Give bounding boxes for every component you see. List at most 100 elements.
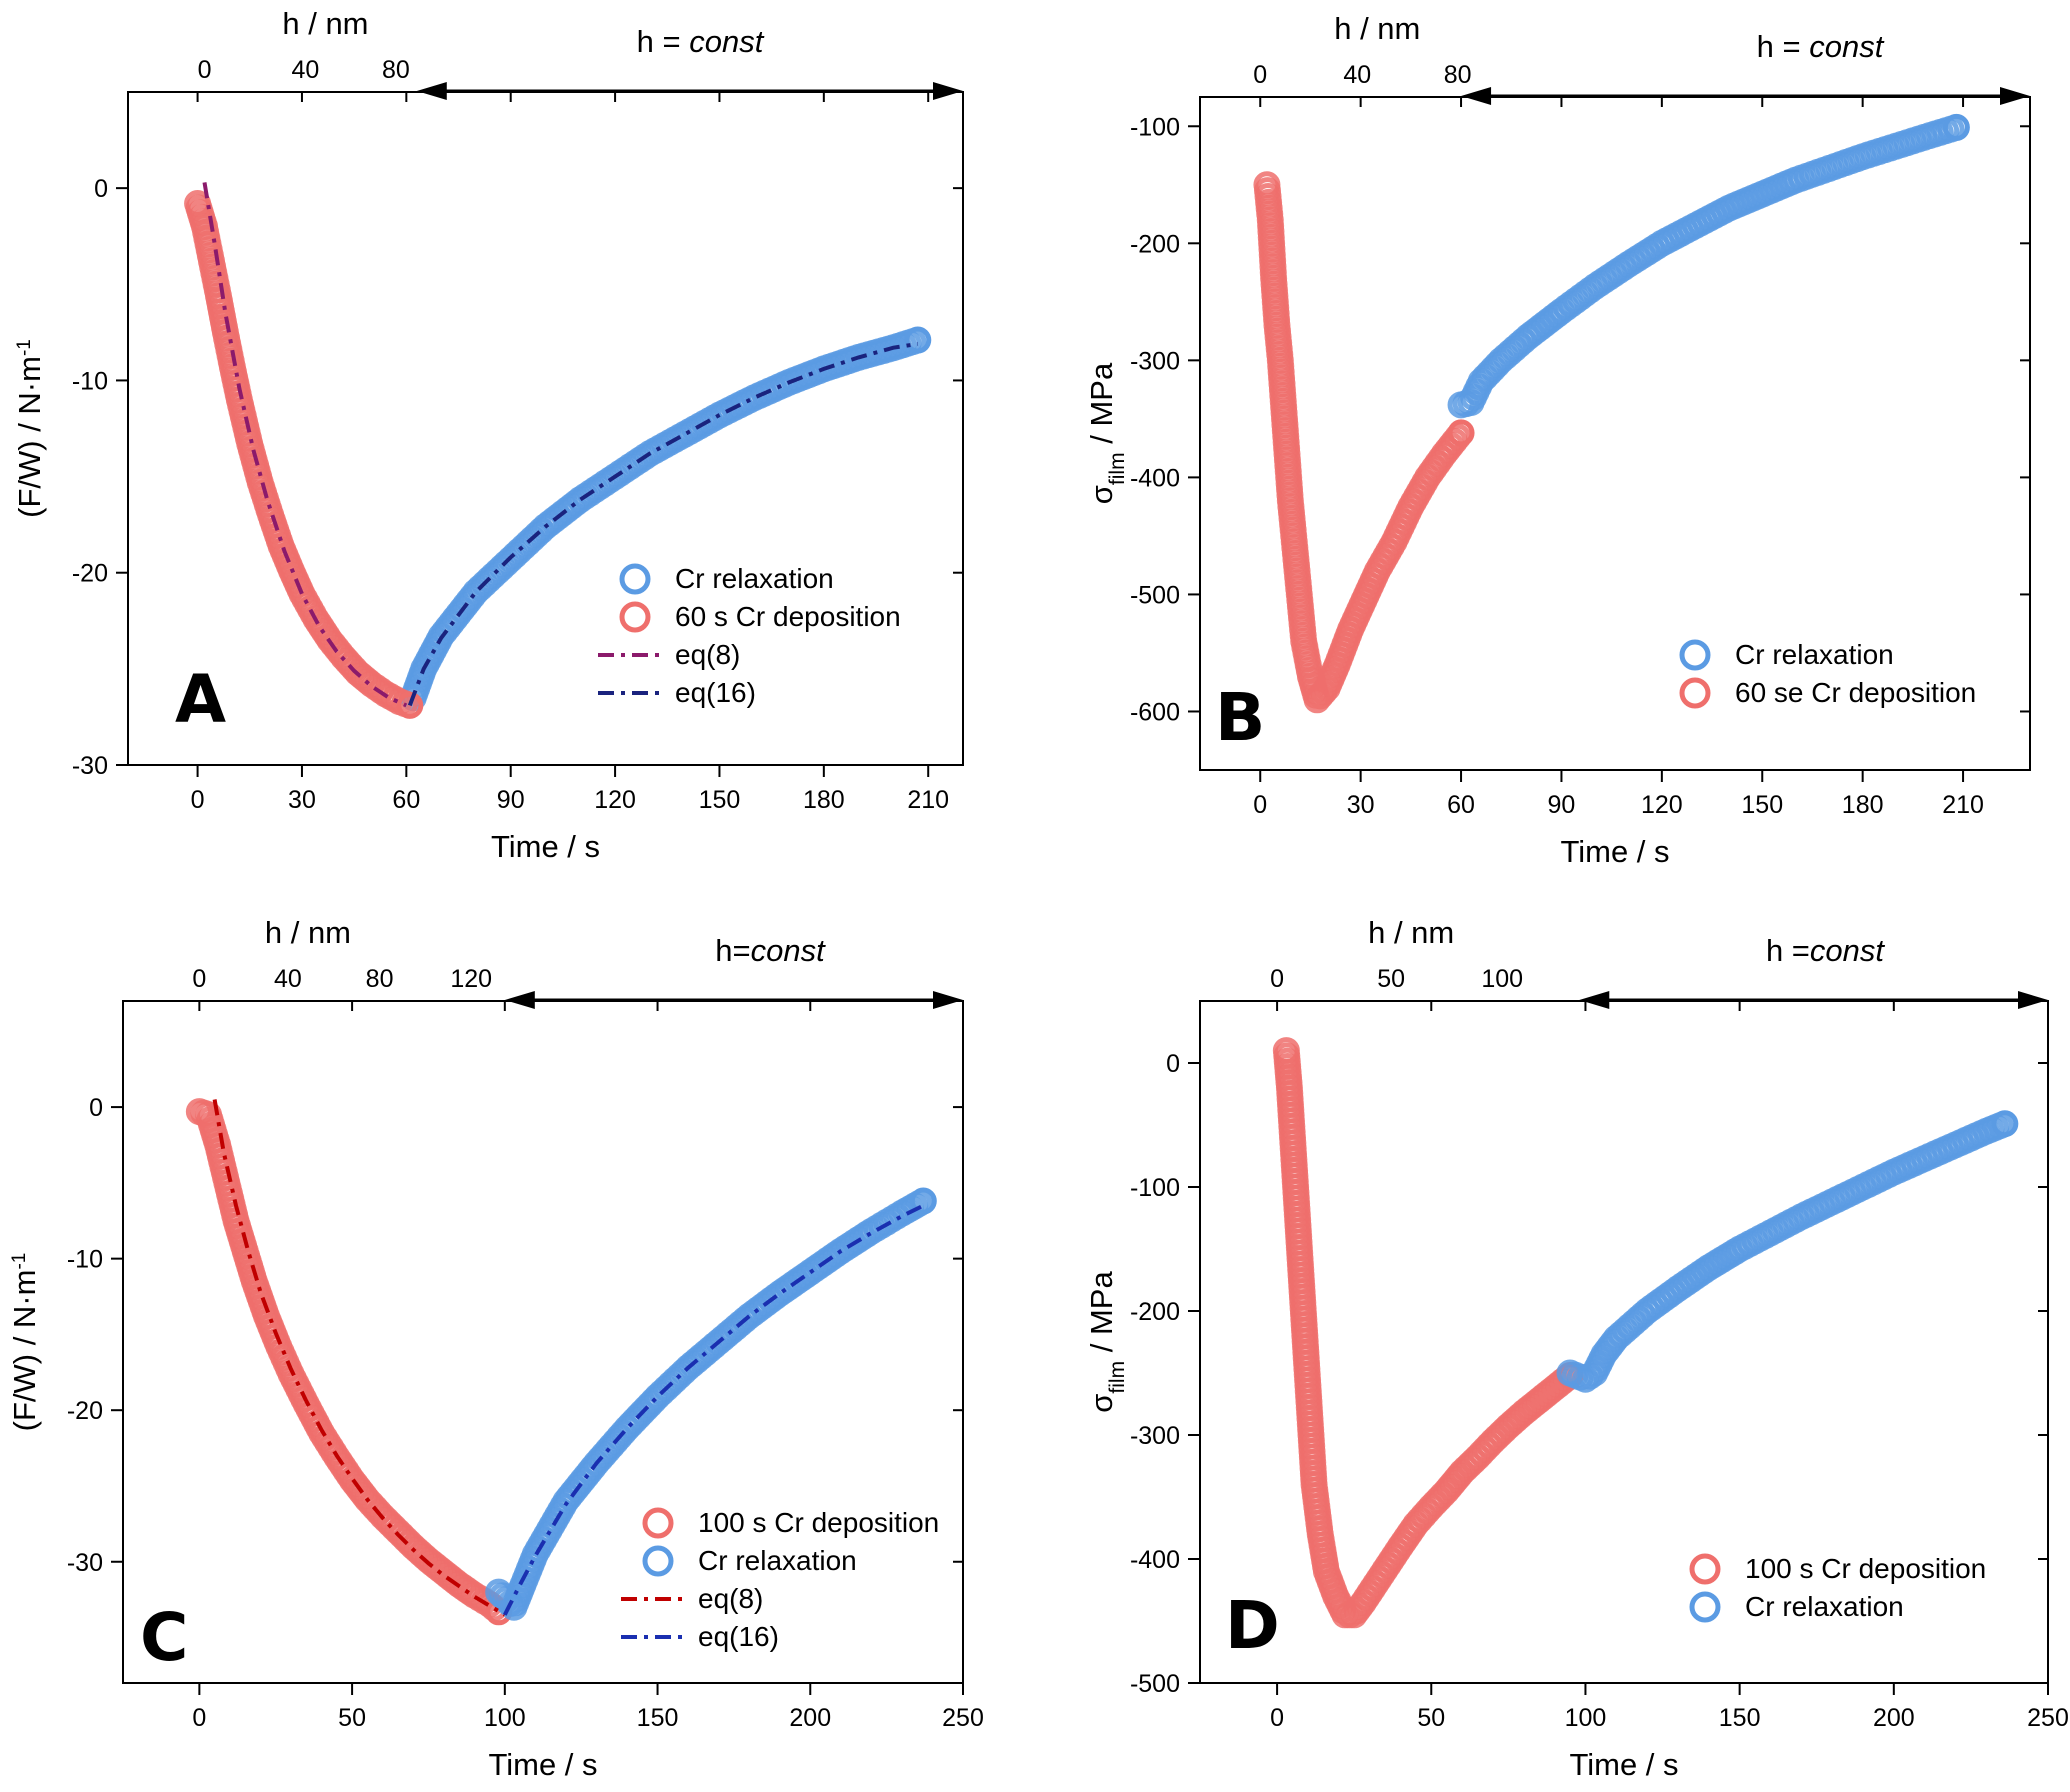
legend-label: Cr relaxation: [1745, 1591, 1904, 1622]
x-tick-label: 200: [789, 1704, 831, 1732]
x-tick-label: 0: [192, 1704, 206, 1732]
x-axis-title: Time / s: [1569, 1747, 1678, 1782]
x-tick-label: 180: [1842, 791, 1884, 819]
const-label-prefix: h =: [637, 24, 690, 59]
data-point: [904, 326, 932, 354]
legend-label: eq(8): [675, 639, 740, 670]
const-label-prefix: h =: [1766, 933, 1810, 968]
y-axis-title-main: (F/W) / N: [12, 392, 47, 518]
y-axis-title-unit: / MPa: [1084, 1271, 1119, 1361]
y-axis-title-unit: m: [12, 356, 47, 382]
legend-label: Cr relaxation: [1735, 639, 1894, 670]
fit-line: [503, 1203, 925, 1616]
y-tick-label: -600: [1130, 698, 1180, 726]
const-arrow-head-left: [416, 82, 447, 100]
y-tick-label: 0: [94, 175, 108, 203]
y-tick-label: -30: [67, 1549, 103, 1577]
top-axis-title: h / nm: [265, 915, 351, 950]
const-arrow-head-right: [2000, 87, 2030, 105]
const-arrow-head-right: [933, 82, 963, 100]
panel-label: B: [1215, 679, 1265, 756]
y-axis-title-sep: ·: [12, 382, 47, 392]
y-axis-title-sub: film: [1106, 452, 1129, 485]
x-tick-label: 120: [594, 786, 636, 814]
legend: Cr relaxation 60 se Cr deposition: [1679, 639, 1976, 709]
x-tick-label: 150: [699, 786, 741, 814]
top-tick-label: 0: [198, 56, 212, 84]
const-label: h = const: [1757, 29, 1885, 64]
const-label: h = const: [637, 24, 765, 59]
fit-line: [212, 1099, 506, 1617]
legend-label: 60 s Cr deposition: [675, 601, 901, 632]
panel-label: D: [1225, 1587, 1280, 1664]
y-axis-title: (F/W) / N·m-1: [12, 339, 47, 518]
data-point: [909, 1187, 937, 1215]
legend: 100 s Cr deposition Cr relaxation eq(8) eq(…: [621, 1507, 939, 1652]
data-point: [1991, 1110, 2019, 1138]
x-tick-label: 60: [1447, 791, 1475, 819]
chart-panel-b: 0 30 60 90 120 150 180 210 -100 -200 -300 -400 -500 -…: [1084, 11, 2031, 869]
const-label: h =const: [1766, 933, 1885, 968]
x-axis-title: Time / s: [488, 1747, 597, 1782]
y-tick-label: -10: [72, 367, 108, 395]
y-tick-label: -100: [1130, 113, 1180, 141]
data-point: [396, 691, 424, 719]
top-tick-label: 50: [1377, 965, 1405, 993]
x-tick-label: 210: [1942, 791, 1984, 819]
x-tick-label: 60: [392, 786, 420, 814]
y-axis-title-main: (F/W) / N: [7, 1306, 42, 1432]
legend-label: eq(16): [698, 1621, 779, 1652]
y-axis-title: σfilm / MPa: [1084, 1271, 1129, 1413]
y-tick-label: -500: [1130, 1670, 1180, 1698]
y-axis-title-symbol: σ: [1084, 485, 1119, 504]
panel-label: A: [175, 661, 226, 738]
y-tick-label: 0: [1166, 1050, 1180, 1078]
const-label-italic: const: [689, 24, 764, 59]
x-tick-label: 30: [288, 786, 316, 814]
x-tick-label: 210: [907, 786, 949, 814]
top-tick-label: 80: [382, 56, 410, 84]
x-tick-label: 100: [484, 1704, 526, 1732]
y-tick-label: -200: [1130, 230, 1180, 258]
y-axis-title-symbol: σ: [1084, 1394, 1119, 1413]
const-arrow-head-right: [933, 991, 963, 1009]
const-label-prefix: h=: [715, 933, 750, 968]
const-label-prefix: h =: [1757, 29, 1810, 64]
top-tick-label: 80: [366, 965, 394, 993]
x-tick-label: 100: [1565, 1704, 1607, 1732]
top-axis-title: h / nm: [1368, 915, 1454, 950]
top-tick-label: 100: [1481, 965, 1523, 993]
y-tick-label: -30: [72, 752, 108, 780]
x-tick-label: 150: [637, 1704, 679, 1732]
x-tick-label: 0: [1253, 791, 1267, 819]
const-label: h=const: [715, 933, 826, 968]
x-tick-label: 0: [191, 786, 205, 814]
chart-panel-d: 0 50 100 150 200 250 0 -100 -200 -300 -400 -500 Time…: [1084, 915, 2069, 1782]
legend-label: eq(8): [698, 1583, 763, 1614]
plot-frame: [122, 1000, 964, 1684]
y-axis-title-sep: ·: [7, 1295, 42, 1305]
const-label-italic: const: [1809, 29, 1884, 64]
x-tick-label: 150: [1719, 1704, 1761, 1732]
legend-label: 100 s Cr deposition: [698, 1507, 939, 1538]
y-axis-title: σfilm / MPa: [1084, 362, 1129, 504]
const-label-italic: const: [751, 933, 826, 968]
x-tick-label: 90: [497, 786, 525, 814]
x-axis-title: Time / s: [491, 829, 600, 864]
fit-line: [407, 341, 919, 707]
const-arrow-head-left: [504, 991, 535, 1009]
legend-label: eq(16): [675, 677, 756, 708]
legend-label: Cr relaxation: [675, 563, 834, 594]
y-tick-label: -20: [72, 560, 108, 588]
top-tick-label: 120: [450, 965, 492, 993]
top-tick-label: 0: [192, 965, 206, 993]
x-tick-label: 30: [1347, 791, 1375, 819]
y-axis-title-unit: m: [7, 1270, 42, 1296]
x-tick-label: 200: [1873, 1704, 1915, 1732]
top-tick-label: 40: [292, 56, 320, 84]
legend-label: 100 s Cr deposition: [1745, 1553, 1986, 1584]
y-tick-label: -300: [1130, 347, 1180, 375]
